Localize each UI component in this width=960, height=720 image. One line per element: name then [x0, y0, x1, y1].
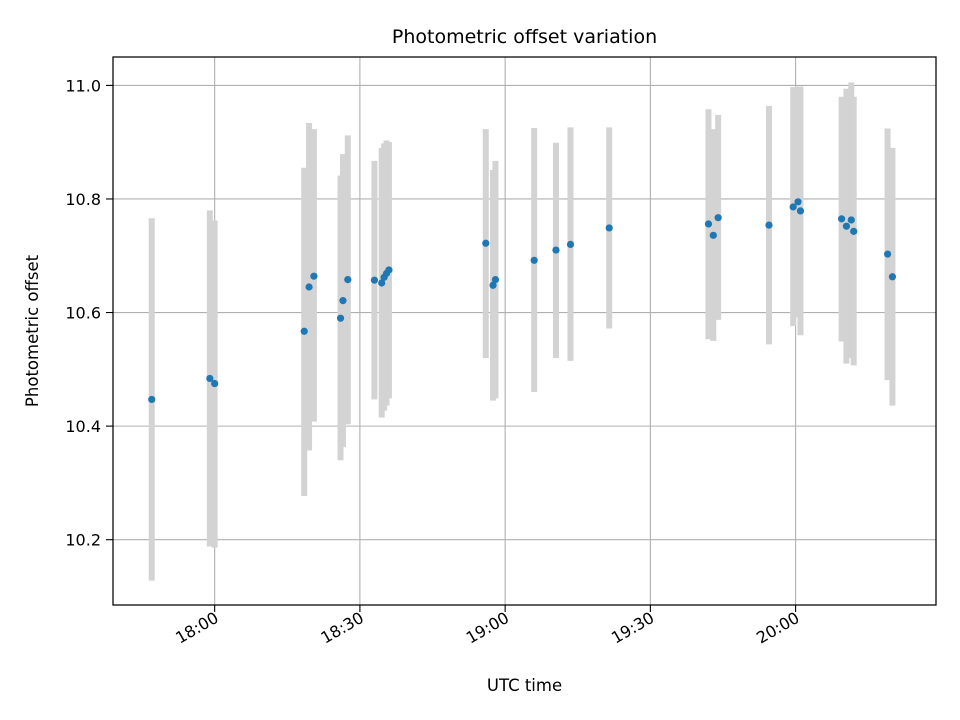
y-tick-label: 10.2	[65, 531, 101, 550]
data-point	[530, 256, 538, 264]
plot-frame	[112, 56, 937, 606]
data-point	[489, 281, 497, 289]
data-point	[336, 314, 345, 322]
data-point	[883, 250, 892, 258]
data-point	[482, 239, 490, 247]
data-point	[789, 203, 797, 211]
data-point	[148, 395, 156, 404]
data-point	[709, 231, 717, 239]
x-axis-label: UTC time	[487, 676, 562, 695]
y-axis-label: Photometric offset	[23, 254, 42, 407]
chart-title: Photometric offset variation	[392, 26, 657, 48]
data-point	[310, 272, 318, 280]
y-axis-ticks: 10.2 10.4 10.6 10.8 11.0	[65, 76, 113, 550]
y-tick-label: 10.4	[65, 417, 101, 436]
data-point	[339, 297, 347, 305]
data-points	[148, 198, 897, 404]
data-point	[850, 227, 858, 235]
data-point	[566, 240, 575, 248]
data-point	[378, 279, 386, 287]
data-point	[837, 215, 846, 223]
y-tick-label: 10.6	[65, 304, 101, 323]
data-point	[370, 276, 379, 284]
data-point	[491, 276, 500, 284]
y-tick-label: 10.8	[65, 190, 101, 209]
data-point	[305, 283, 313, 291]
data-point	[714, 214, 722, 222]
data-point	[344, 276, 352, 284]
data-point	[206, 374, 214, 383]
data-point	[794, 198, 802, 206]
data-point	[765, 221, 773, 229]
data-point	[300, 327, 308, 335]
data-point	[211, 379, 219, 388]
data-point	[704, 220, 713, 228]
data-point	[847, 216, 855, 224]
y-tick-label: 11.0	[65, 76, 101, 95]
data-point	[796, 207, 805, 215]
data-point	[385, 266, 393, 274]
data-point	[605, 224, 613, 232]
data-point	[552, 246, 560, 254]
data-point	[842, 222, 851, 230]
data-point	[888, 273, 897, 281]
